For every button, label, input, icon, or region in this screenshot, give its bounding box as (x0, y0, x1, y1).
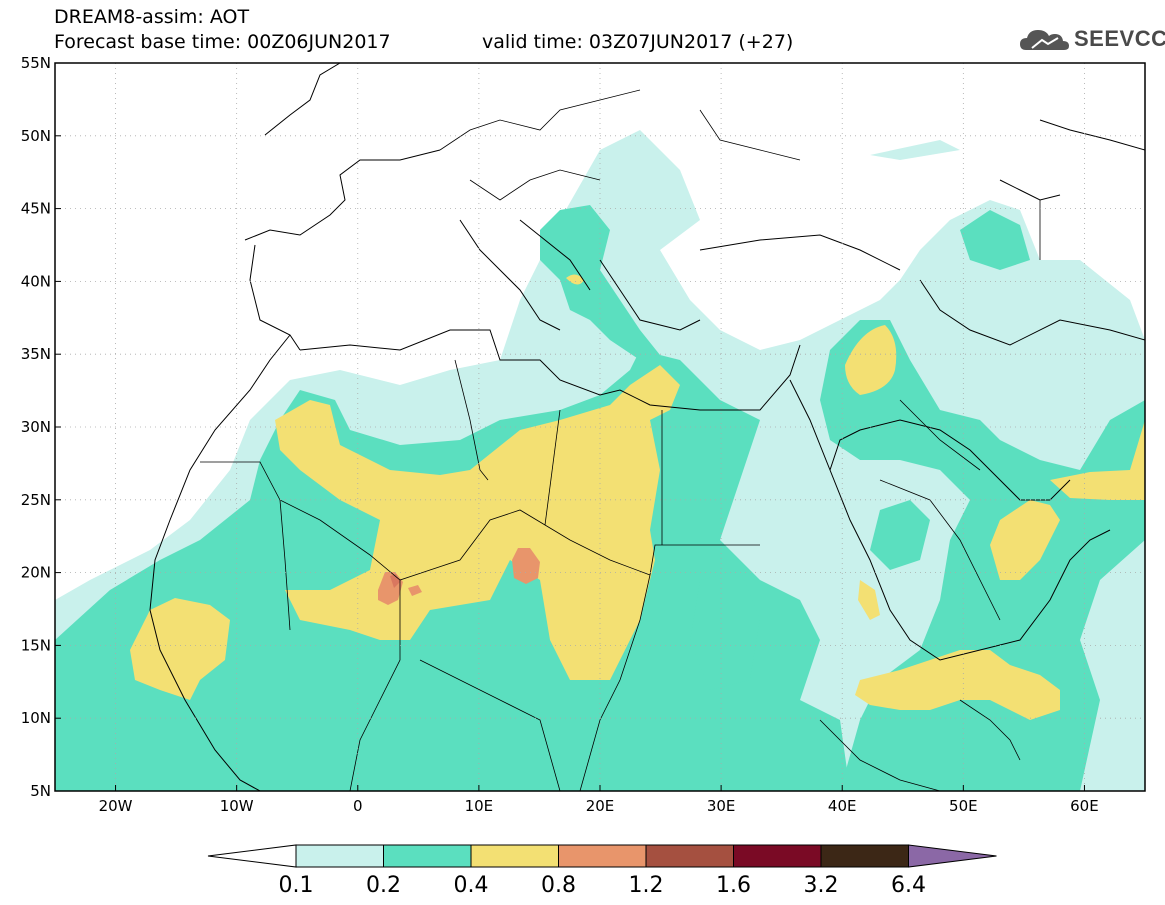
valid-time: valid time: 03Z07JUN2017 (+27) (482, 31, 794, 53)
lat-tick-label: 50N (21, 127, 51, 145)
lat-tick-label: 10N (21, 709, 51, 727)
aot-field (55, 63, 1145, 791)
colorbar-level-label: 0.4 (453, 873, 489, 898)
lon-tick-label: 30E (707, 797, 736, 815)
lon-tick-label: 10W (220, 797, 254, 815)
colorbar-segment (295, 844, 384, 868)
colorbar-level-label: 0.8 (541, 873, 576, 898)
colorbar-level-label: 1.6 (716, 873, 751, 898)
lon-tick-label: 0 (353, 797, 363, 815)
lon-tick-label: 60E (1070, 797, 1099, 815)
colorbar-segment (733, 844, 822, 868)
colorbar (207, 844, 997, 868)
country-borders (200, 89, 1041, 791)
lat-tick-label: 5N (30, 782, 51, 800)
colorbar-segment (820, 844, 909, 868)
colorbar-level-label: 1.2 (628, 873, 664, 898)
lon-tick-label: 50E (949, 797, 978, 815)
aot-contour-0-4 (130, 274, 1145, 720)
colorbar-segment (645, 844, 734, 868)
colorbar-segment (470, 844, 559, 868)
lon-tick-label: 10E (465, 797, 494, 815)
lon-tick-label: 20E (586, 797, 615, 815)
map-title: DREAM8-assim: AOT (54, 6, 250, 28)
forecast-base-time: Forecast base time: 00Z06JUN2017 (54, 31, 391, 53)
lat-tick-label: 20N (21, 564, 51, 582)
colorbar-segment (558, 844, 647, 868)
colorbar-level-label: 0.2 (366, 873, 401, 898)
lon-tick-label: 20W (99, 797, 133, 815)
cloud-icon (1020, 30, 1069, 50)
seevccc-logo: SEEVCCC (1018, 24, 1165, 56)
colorbar-level-label: 6.4 (891, 873, 926, 898)
lat-tick-label: 35N (21, 345, 51, 363)
logo-text: SEEVCCC (1074, 26, 1165, 51)
aot-contour-0-8 (378, 548, 540, 605)
lat-tick-label: 30N (21, 418, 51, 436)
lat-tick-label: 45N (21, 200, 51, 218)
coastlines (149, 63, 1145, 791)
colorbar-over-arrow (908, 844, 997, 868)
colorbar-segment (383, 844, 472, 868)
axis-ticks: 55N 50N 45N 40N 35N 30N 25N 20N 15N 10N 5N 20W 10W 0 1… (21, 54, 1099, 815)
colorbar-under-arrow (207, 844, 297, 868)
lat-tick-label: 55N (21, 54, 51, 72)
colorbar-level-label: 0.1 (278, 873, 314, 898)
lat-tick-label: 25N (21, 491, 51, 509)
lat-tick-label: 15N (21, 636, 51, 654)
lat-tick-label: 40N (21, 272, 51, 290)
colorbar-level-label: 3.2 (803, 873, 839, 898)
lon-tick-label: 40E (828, 797, 857, 815)
